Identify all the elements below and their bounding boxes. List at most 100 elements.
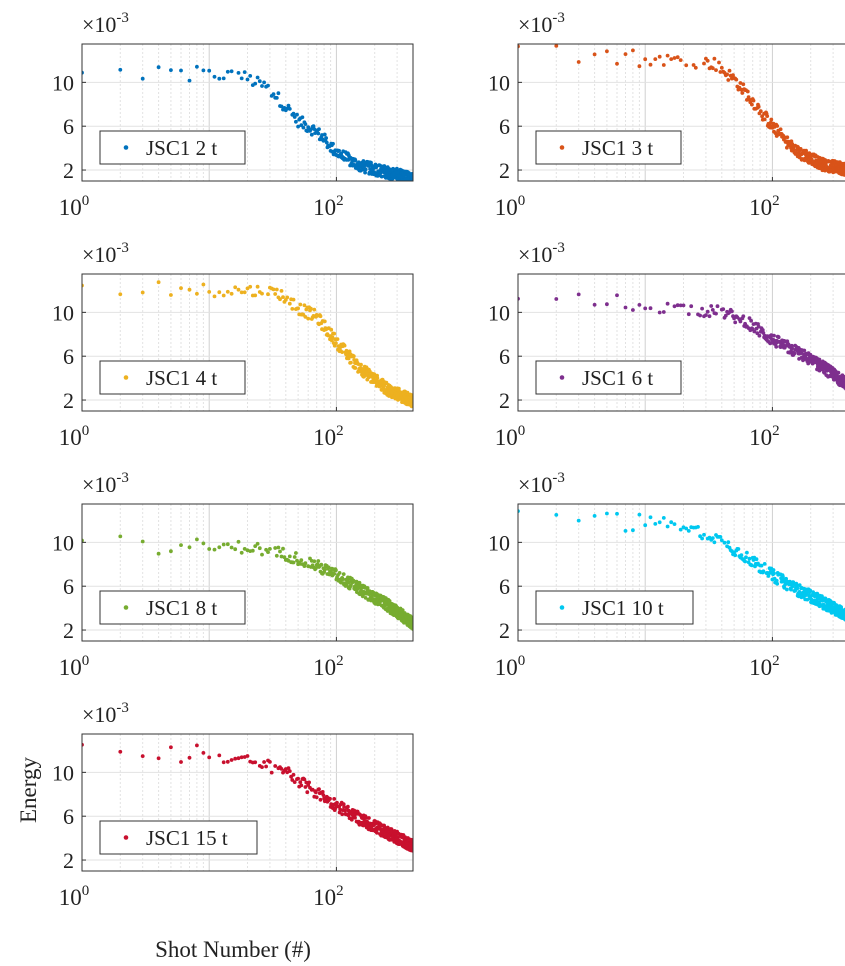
data-point — [140, 290, 145, 295]
y-multiplier: ×10-3 — [82, 10, 129, 37]
data-point — [554, 513, 559, 517]
data-point — [239, 550, 244, 555]
data-point — [681, 303, 686, 308]
data-point — [302, 777, 307, 782]
data-point — [233, 547, 238, 552]
data-point — [262, 760, 266, 764]
data-point — [273, 546, 278, 550]
data-point — [631, 308, 635, 312]
data-point — [702, 61, 706, 66]
data-point — [221, 760, 226, 765]
data-point — [675, 55, 680, 60]
data-point — [337, 571, 342, 575]
series-points — [518, 509, 845, 622]
data-point — [364, 815, 368, 820]
data-point — [776, 335, 781, 340]
data-point — [322, 132, 327, 137]
data-point — [346, 580, 351, 585]
data-point — [411, 183, 415, 187]
y-tick-label: 2 — [499, 388, 510, 413]
data-point — [698, 313, 702, 318]
data-point — [201, 282, 206, 287]
legend: JSC1 10 t — [535, 590, 694, 625]
data-point — [217, 290, 222, 295]
data-point — [705, 58, 710, 63]
legend-label: JSC1 6 t — [582, 366, 653, 390]
data-point — [762, 117, 767, 122]
y-tick-label: 2 — [499, 158, 510, 183]
data-point — [623, 529, 628, 533]
data-point — [349, 360, 353, 365]
data-point — [294, 551, 298, 555]
data-point — [774, 344, 779, 349]
data-point — [700, 306, 704, 311]
data-point — [341, 572, 346, 576]
data-point — [771, 568, 776, 572]
data-point — [689, 304, 694, 309]
panel-4: 2 6 10 100 102 ×10-3 JSC1 6 t — [488, 240, 845, 450]
series-points — [82, 534, 413, 631]
data-point — [761, 569, 766, 574]
data-point — [797, 583, 802, 588]
data-point — [298, 302, 303, 307]
legend: JSC1 3 t — [535, 130, 682, 165]
data-point — [257, 79, 262, 84]
data-point — [140, 754, 145, 758]
data-point — [795, 586, 800, 591]
data-point — [225, 69, 230, 74]
data-point — [411, 182, 415, 186]
data-point — [802, 348, 807, 353]
y-tick-label: 10 — [52, 530, 74, 555]
data-point — [351, 579, 356, 584]
data-point — [287, 769, 292, 773]
data-point — [342, 343, 347, 348]
data-point — [298, 780, 303, 784]
data-point — [279, 767, 284, 771]
data-point — [389, 827, 394, 831]
data-point — [285, 295, 290, 300]
legend-label: JSC1 3 t — [582, 136, 653, 160]
data-point — [212, 294, 217, 299]
data-point — [665, 53, 670, 58]
data-point — [250, 548, 255, 553]
data-point — [653, 57, 658, 61]
data-point — [279, 104, 284, 109]
data-point — [702, 532, 706, 537]
data-point — [409, 182, 413, 186]
data-point — [271, 92, 276, 97]
x-tick-label: 100 — [495, 423, 526, 450]
x-tick-label: 102 — [749, 423, 780, 450]
data-point — [287, 107, 292, 111]
data-point — [363, 167, 368, 172]
data-point — [287, 554, 292, 559]
data-point — [207, 755, 212, 760]
panel-6: 2 6 10 100 102 ×10-3 JSC1 10 t — [488, 470, 845, 680]
data-point — [118, 749, 123, 754]
data-point — [576, 60, 581, 64]
data-point — [357, 580, 362, 585]
axes-box — [517, 273, 845, 412]
data-point — [712, 56, 717, 61]
data-point — [410, 402, 413, 407]
data-point — [672, 522, 677, 526]
grid — [82, 274, 413, 411]
data-point — [169, 293, 173, 297]
data-point — [755, 331, 760, 336]
data-point — [745, 550, 749, 555]
data-point — [212, 74, 217, 79]
data-point — [268, 547, 272, 551]
y-tick-label: 10 — [52, 300, 74, 325]
data-point — [375, 830, 379, 835]
data-point — [691, 63, 696, 67]
data-point — [792, 351, 797, 356]
panel-1: 2 6 10 100 102 ×10-3 JSC1 2 t — [52, 10, 415, 220]
data-point — [648, 306, 653, 311]
data-point — [351, 162, 356, 167]
data-point — [260, 552, 264, 557]
data-point — [375, 376, 380, 381]
y-tick-label: 10 — [488, 70, 510, 95]
x-tick-label: 102 — [749, 653, 780, 680]
y-multiplier: ×10-3 — [82, 470, 129, 497]
data-point — [817, 357, 822, 362]
data-point — [201, 68, 206, 73]
